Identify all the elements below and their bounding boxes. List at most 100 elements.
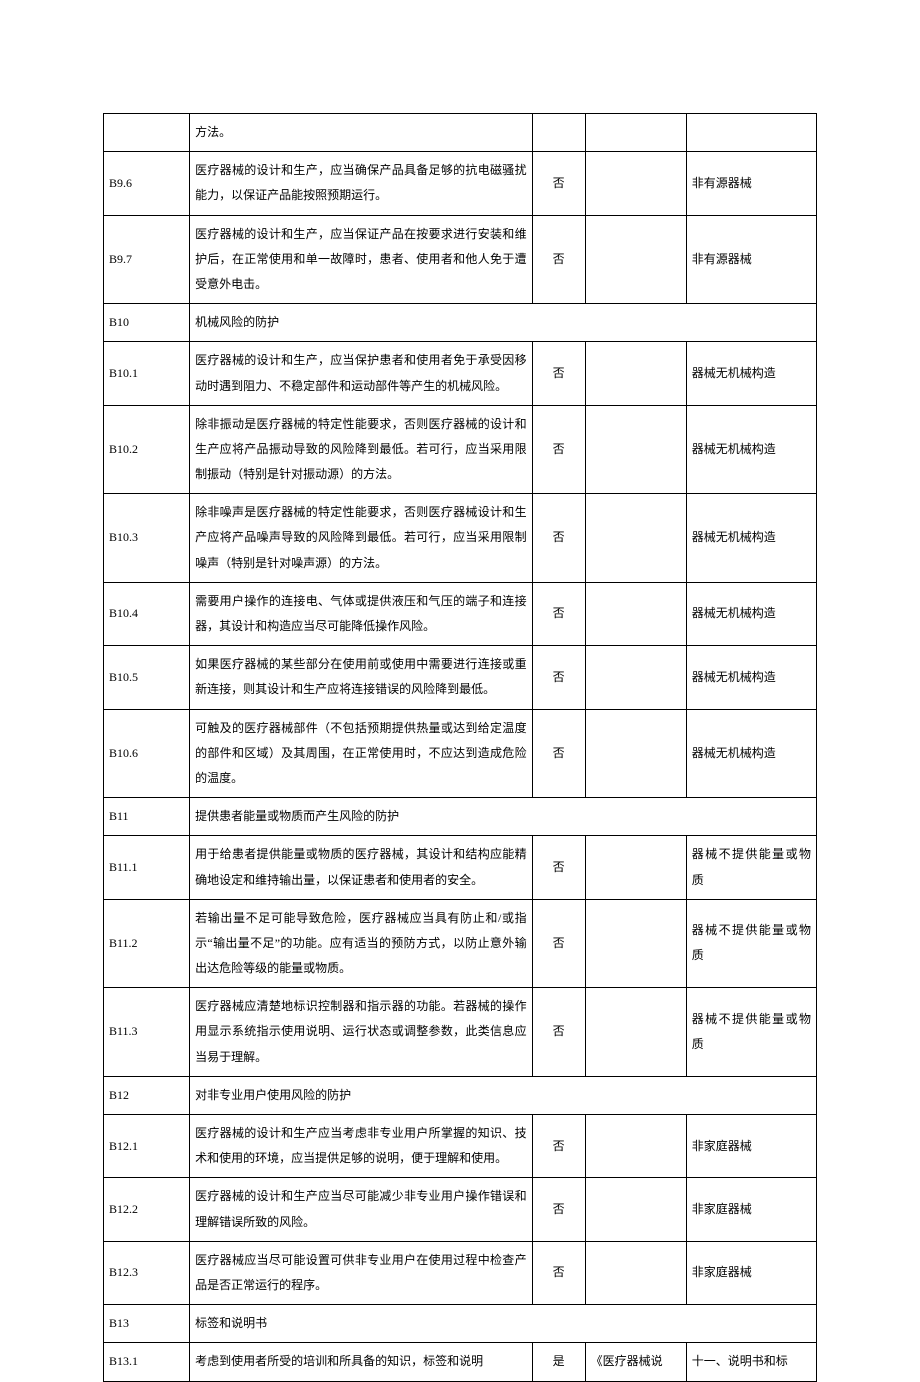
row-note: 器械无机械构造 bbox=[686, 582, 816, 645]
section-header: 对非专业用户使用风险的防护 bbox=[190, 1076, 817, 1114]
row-ref bbox=[585, 152, 686, 215]
row-note: 器械无机械构造 bbox=[686, 342, 816, 405]
row-desc: 可触及的医疗器械部件（不包括预期提供热量或达到给定温度的部件和区域）及其周围，在… bbox=[190, 709, 532, 798]
row-note: 器械无机械构造 bbox=[686, 494, 816, 583]
row-code: B10.2 bbox=[104, 405, 190, 494]
row-ref bbox=[585, 215, 686, 304]
row-note: 非家庭器械 bbox=[686, 1115, 816, 1178]
table-row: B11提供患者能量或物质而产生风险的防护 bbox=[104, 798, 817, 836]
row-note: 器械无机械构造 bbox=[686, 405, 816, 494]
row-desc: 医疗器械的设计和生产应当考虑非专业用户所掌握的知识、技术和使用的环境，应当提供足… bbox=[190, 1115, 532, 1178]
row-yn bbox=[532, 114, 585, 152]
row-code: B10.4 bbox=[104, 582, 190, 645]
table-row: B11.1用于给患者提供能量或物质的医疗器械，其设计和结构应能精确地设定和维持输… bbox=[104, 836, 817, 899]
row-desc: 除非振动是医疗器械的特定性能要求，否则医疗器械的设计和生产应将产品振动导致的风险… bbox=[190, 405, 532, 494]
row-ref bbox=[585, 1178, 686, 1241]
row-desc: 除非噪声是医疗器械的特定性能要求，否则医疗器械设计和生产应将产品噪声导致的风险降… bbox=[190, 494, 532, 583]
row-desc: 如果医疗器械的某些部分在使用前或使用中需要进行连接或重新连接，则其设计和生产应将… bbox=[190, 646, 532, 709]
row-yn: 否 bbox=[532, 405, 585, 494]
row-code: B11 bbox=[104, 798, 190, 836]
table-row: B10.2除非振动是医疗器械的特定性能要求，否则医疗器械的设计和生产应将产品振动… bbox=[104, 405, 817, 494]
row-code: B9.6 bbox=[104, 152, 190, 215]
row-yn: 是 bbox=[532, 1343, 585, 1381]
row-yn: 否 bbox=[532, 1115, 585, 1178]
table-row: B10.1医疗器械的设计和生产，应当保护患者和使用者免于承受因移动时遇到阻力、不… bbox=[104, 342, 817, 405]
row-desc: 考虑到使用者所受的培训和所具备的知识，标签和说明 bbox=[190, 1343, 532, 1381]
section-header: 标签和说明书 bbox=[190, 1305, 817, 1343]
row-code: B10.3 bbox=[104, 494, 190, 583]
row-desc: 医疗器械的设计和生产，应当确保产品具备足够的抗电磁骚扰能力，以保证产品能按照预期… bbox=[190, 152, 532, 215]
row-yn: 否 bbox=[532, 1178, 585, 1241]
row-code: B10.1 bbox=[104, 342, 190, 405]
table-row: B12.3医疗器械应当尽可能设置可供非专业用户在使用过程中检查产品是否正常运行的… bbox=[104, 1241, 817, 1304]
row-note: 十一、说明书和标 bbox=[686, 1343, 816, 1381]
row-note: 非家庭器械 bbox=[686, 1178, 816, 1241]
row-yn: 否 bbox=[532, 215, 585, 304]
row-code: B12.2 bbox=[104, 1178, 190, 1241]
row-desc: 医疗器械应当尽可能设置可供非专业用户在使用过程中检查产品是否正常运行的程序。 bbox=[190, 1241, 532, 1304]
row-code: B12 bbox=[104, 1076, 190, 1114]
row-code bbox=[104, 114, 190, 152]
section-header: 机械风险的防护 bbox=[190, 304, 817, 342]
row-note: 非有源器械 bbox=[686, 152, 816, 215]
row-ref bbox=[585, 899, 686, 988]
table-row: B9.6医疗器械的设计和生产，应当确保产品具备足够的抗电磁骚扰能力，以保证产品能… bbox=[104, 152, 817, 215]
row-desc: 医疗器械的设计和生产，应当保护患者和使用者免于承受因移动时遇到阻力、不稳定部件和… bbox=[190, 342, 532, 405]
row-code: B12.1 bbox=[104, 1115, 190, 1178]
row-yn: 否 bbox=[532, 342, 585, 405]
row-note: 器械无机械构造 bbox=[686, 646, 816, 709]
row-yn: 否 bbox=[532, 988, 585, 1077]
table-row: B12.2医疗器械的设计和生产应当尽可能减少非专业用户操作错误和理解错误所致的风… bbox=[104, 1178, 817, 1241]
row-yn: 否 bbox=[532, 646, 585, 709]
row-ref bbox=[585, 582, 686, 645]
row-note: 器械无机械构造 bbox=[686, 709, 816, 798]
row-desc: 用于给患者提供能量或物质的医疗器械，其设计和结构应能精确地设定和维持输出量，以保… bbox=[190, 836, 532, 899]
row-ref bbox=[585, 1115, 686, 1178]
row-note: 器械不提供能量或物质 bbox=[686, 899, 816, 988]
row-code: B11.1 bbox=[104, 836, 190, 899]
row-code: B10 bbox=[104, 304, 190, 342]
row-code: B10.6 bbox=[104, 709, 190, 798]
row-ref bbox=[585, 405, 686, 494]
row-ref bbox=[585, 114, 686, 152]
row-note: 器械不提供能量或物质 bbox=[686, 836, 816, 899]
row-code: B9.7 bbox=[104, 215, 190, 304]
row-ref bbox=[585, 342, 686, 405]
row-yn: 否 bbox=[532, 582, 585, 645]
row-desc: 若输出量不足可能导致危险，医疗器械应当具有防止和/或指示“输出量不足”的功能。应… bbox=[190, 899, 532, 988]
row-note: 非有源器械 bbox=[686, 215, 816, 304]
row-yn: 否 bbox=[532, 899, 585, 988]
table-row: 方法。 bbox=[104, 114, 817, 152]
row-note bbox=[686, 114, 816, 152]
row-yn: 否 bbox=[532, 709, 585, 798]
row-code: B13.1 bbox=[104, 1343, 190, 1381]
table-row: B13标签和说明书 bbox=[104, 1305, 817, 1343]
row-ref: 《医疗器械说 bbox=[585, 1343, 686, 1381]
row-ref bbox=[585, 836, 686, 899]
row-note: 非家庭器械 bbox=[686, 1241, 816, 1304]
table-row: B12对非专业用户使用风险的防护 bbox=[104, 1076, 817, 1114]
row-code: B10.5 bbox=[104, 646, 190, 709]
row-ref bbox=[585, 709, 686, 798]
row-code: B11.2 bbox=[104, 899, 190, 988]
row-desc: 方法。 bbox=[190, 114, 532, 152]
row-desc: 医疗器械的设计和生产应当尽可能减少非专业用户操作错误和理解错误所致的风险。 bbox=[190, 1178, 532, 1241]
row-code: B13 bbox=[104, 1305, 190, 1343]
row-code: B12.3 bbox=[104, 1241, 190, 1304]
table-row: B10.5如果医疗器械的某些部分在使用前或使用中需要进行连接或重新连接，则其设计… bbox=[104, 646, 817, 709]
row-desc: 医疗器械的设计和生产，应当保证产品在按要求进行安装和维护后，在正常使用和单一故障… bbox=[190, 215, 532, 304]
section-header: 提供患者能量或物质而产生风险的防护 bbox=[190, 798, 817, 836]
row-yn: 否 bbox=[532, 494, 585, 583]
table-row: B9.7医疗器械的设计和生产，应当保证产品在按要求进行安装和维护后，在正常使用和… bbox=[104, 215, 817, 304]
row-yn: 否 bbox=[532, 1241, 585, 1304]
table-row: B12.1医疗器械的设计和生产应当考虑非专业用户所掌握的知识、技术和使用的环境，… bbox=[104, 1115, 817, 1178]
table-row: B10.3除非噪声是医疗器械的特定性能要求，否则医疗器械设计和生产应将产品噪声导… bbox=[104, 494, 817, 583]
row-desc: 医疗器械应清楚地标识控制器和指示器的功能。若器械的操作用显示系统指示使用说明、运… bbox=[190, 988, 532, 1077]
row-yn: 否 bbox=[532, 152, 585, 215]
row-ref bbox=[585, 494, 686, 583]
row-ref bbox=[585, 646, 686, 709]
table-row: B11.2若输出量不足可能导致危险，医疗器械应当具有防止和/或指示“输出量不足”… bbox=[104, 899, 817, 988]
row-ref bbox=[585, 1241, 686, 1304]
row-yn: 否 bbox=[532, 836, 585, 899]
table-row: B13.1考虑到使用者所受的培训和所具备的知识，标签和说明是《医疗器械说十一、说… bbox=[104, 1343, 817, 1381]
